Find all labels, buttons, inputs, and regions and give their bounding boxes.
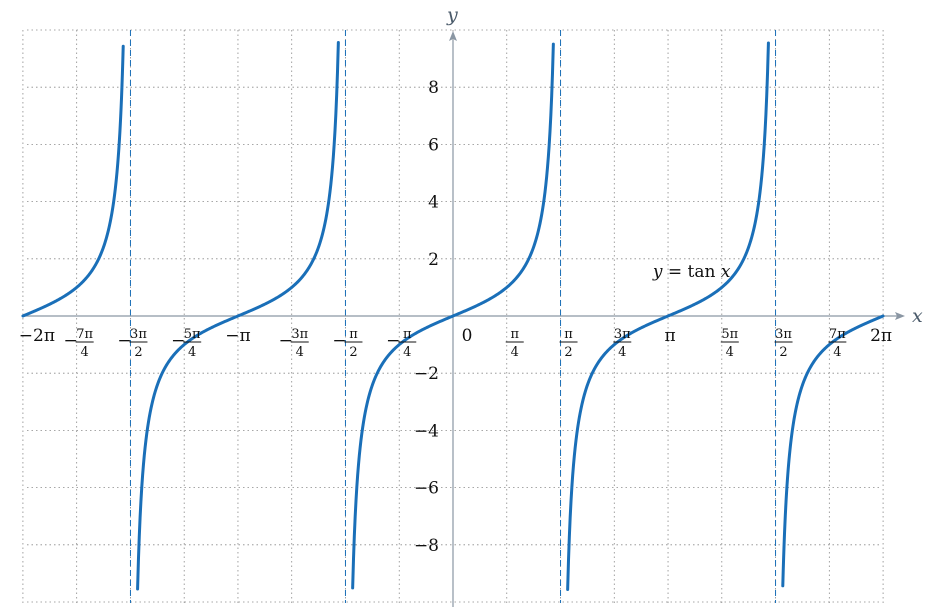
x-tick-denominator: 2 [779,345,787,360]
x-tick-fraction: −7π 4 [64,327,94,360]
y-tick-label: 8 [428,78,439,98]
x-tick-sign: − [279,331,293,351]
x-tick-numerator: π [564,327,573,342]
tan-branch [21,44,125,318]
x-tick-sign: − [171,331,185,351]
x-tick-numerator: 3π [775,327,792,342]
x-tick-fraction: −5π 4 [171,327,202,360]
x-tick-fraction: 5π4 [720,327,739,360]
x-tick-fraction: 7π4 [828,327,847,360]
x-tick-numerator: 5π [721,327,738,342]
x-tick-numerator: 7π [829,327,846,342]
tan-branch [136,41,340,591]
x-tick-label: 0 [462,326,473,346]
annotation-eq: = tan [662,262,720,282]
y-tick-label: 6 [428,135,439,155]
x-tick-sign: − [332,331,346,351]
x-tick-fraction: 3π2 [774,327,793,360]
x-tick-label: −π [225,326,250,346]
x-tick-denominator: 4 [833,345,841,360]
x-tick-denominator: 4 [81,345,89,360]
x-tick-sign: − [386,331,400,351]
x-tick-fraction: − π 4 [386,327,417,360]
x-tick-denominator: 4 [618,345,626,360]
x-tick-numerator: 7π [76,327,93,342]
x-tick-denominator: 4 [511,345,519,360]
x-tick-fraction: − π 2 [332,327,363,360]
x-tick-sign: − [117,331,131,351]
annotation-x: x [721,262,731,282]
x-tick-label: π [664,326,675,346]
y-tick-label: 4 [428,193,439,213]
asymptote-lines [129,30,777,603]
x-tick-label: −2π [19,326,55,346]
tan-branch [351,42,555,590]
x-tick-fraction: π2 [559,327,578,360]
y-tick-label: 2 [428,250,439,270]
x-tick-denominator: 4 [296,345,304,360]
y-tick-label: −6 [414,479,439,499]
x-tick-numerator: 3π [614,327,631,342]
x-tick-denominator: 4 [726,345,734,360]
x-tick-denominator: 4 [188,345,196,360]
x-tick-numerator: π [349,327,358,342]
x-tick-sign: − [64,331,78,351]
equation-annotation: y = tan x [652,262,731,282]
y-tick-label: −8 [414,536,439,556]
x-tick-numerator: π [403,327,412,342]
y-axis-arrow-icon [449,31,457,41]
x-tick-label: 2π [870,326,892,346]
x-tick-numerator: π [510,327,519,342]
x-tick-denominator: 4 [403,345,411,360]
y-tick-label: −2 [414,364,439,384]
tan-branch [566,41,770,591]
x-tick-denominator: 2 [134,345,142,360]
axes [22,31,905,607]
x-tick-denominator: 2 [349,345,357,360]
annotation-y: y [652,262,663,282]
x-tick-numerator: 3π [291,327,308,342]
y-axis-label: y [446,4,458,26]
x-tick-fraction: 3π4 [613,327,632,360]
x-tick-fraction: −3π 4 [279,327,309,360]
y-tick-label: −4 [414,421,439,441]
x-tick-fraction: π4 [505,327,524,360]
x-tick-numerator: 3π [130,327,147,342]
x-tick-denominator: 2 [564,345,572,360]
x-axis-label: x [912,305,923,327]
x-tick-numerator: 5π [184,327,201,342]
x-axis-arrow-icon [895,312,905,320]
x-tick-fraction: −3π 2 [117,327,148,360]
